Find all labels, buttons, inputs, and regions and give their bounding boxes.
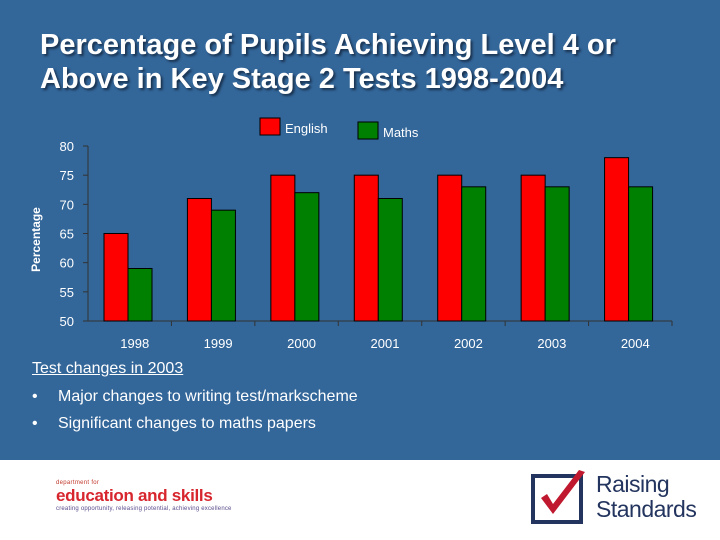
y-tick-label: 80 — [60, 139, 74, 154]
bar-chart: 50 55 60 65 70 75 80 Percentage 1998 1999 2000 2001… — [29, 117, 673, 351]
dfes-logo-line1: department for — [56, 480, 100, 486]
legend-label-english: English — [285, 121, 328, 136]
dfes-logo-tagline: creating opportunity, releasing potentia… — [56, 506, 232, 512]
bar-maths — [210, 209, 236, 322]
raising-standards-logo: Raising Standards — [596, 471, 697, 522]
dfes-logo: department for education and skills crea… — [56, 480, 232, 512]
y-tick-label: 50 — [60, 314, 74, 329]
bar-maths — [544, 186, 570, 322]
x-tick-label: 2001 — [371, 336, 400, 351]
legend-swatch-maths — [357, 121, 379, 140]
x-tick-label: 2000 — [287, 336, 316, 351]
bar-english — [103, 233, 129, 322]
bar-english — [270, 174, 296, 322]
bar-english — [353, 174, 379, 322]
bar-english — [604, 157, 630, 322]
bar-maths — [628, 186, 654, 322]
notes-item: • Significant changes to maths papers — [32, 415, 358, 433]
x-tick-label: 1998 — [120, 336, 149, 351]
x-tick-label: 2002 — [454, 336, 483, 351]
x-tick-label: 2003 — [537, 336, 566, 351]
y-tick-label: 60 — [60, 256, 74, 271]
x-tick-label: 1999 — [204, 336, 233, 351]
notes-item-text: Major changes to writing test/markscheme — [58, 388, 358, 405]
y-tick-label: 70 — [60, 197, 74, 212]
bar-maths — [377, 198, 403, 322]
notes-item-text: Significant changes to maths papers — [58, 415, 316, 432]
bar-english — [520, 174, 546, 322]
raising-standards-line1: Raising — [596, 471, 670, 497]
x-tick-label: 2004 — [621, 336, 650, 351]
dfes-logo-line2: education and skills — [56, 486, 213, 505]
legend-label-maths: Maths — [383, 125, 419, 140]
notes-heading: Test changes in 2003 — [32, 360, 184, 377]
bar-maths — [127, 268, 153, 322]
raising-standards-line2: Standards — [596, 496, 697, 522]
y-tick-label: 75 — [60, 168, 74, 183]
y-tick-label: 55 — [60, 285, 74, 300]
bar-maths — [461, 186, 487, 322]
bar-english — [437, 174, 463, 322]
bullet-icon: • — [32, 415, 38, 432]
legend-swatch-english — [259, 117, 281, 136]
bar-english — [186, 198, 212, 322]
notes-item: • Major changes to writing test/marksche… — [32, 388, 358, 406]
y-tick-label: 65 — [60, 227, 74, 242]
bullet-icon: • — [32, 388, 38, 405]
bar-maths — [294, 192, 320, 322]
notes-panel: Test changes in 2003 • Major changes to … — [32, 360, 358, 442]
footer — [0, 460, 720, 540]
page-title: Percentage of Pupils Achieving Level 4 o… — [40, 29, 616, 95]
y-axis-label: Percentage — [29, 207, 43, 272]
checkmark-box-icon — [531, 470, 585, 524]
